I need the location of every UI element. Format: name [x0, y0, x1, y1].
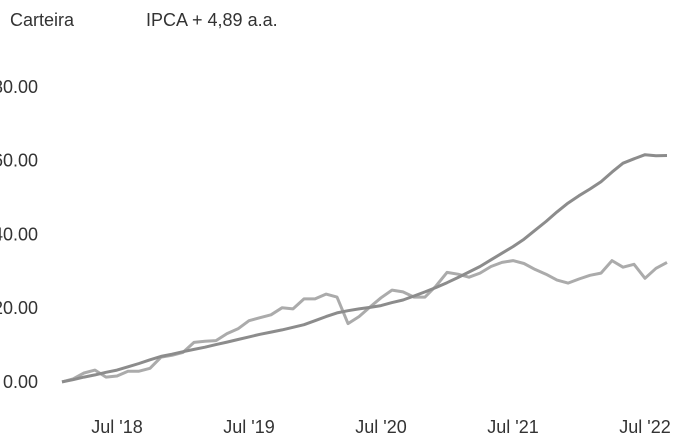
legend-entry: IPCA + 4,89 a.a. — [146, 10, 278, 30]
x-tick-label: Jul '22 — [619, 417, 670, 437]
y-tick-label: 60.00 — [0, 151, 38, 171]
x-tick-label: Jul '21 — [487, 417, 538, 437]
y-tick-label: 80.00 — [0, 77, 38, 97]
x-tick-label: Jul '20 — [355, 417, 406, 437]
legend-entry: Carteira — [10, 10, 75, 30]
series-line — [61, 153, 668, 384]
y-tick-label: 0.00 — [3, 372, 38, 392]
y-tick-label: 40.00 — [0, 224, 38, 244]
series-line — [61, 259, 668, 384]
x-tick-label: Jul '19 — [223, 417, 274, 437]
x-tick-label: Jul '18 — [91, 417, 142, 437]
y-tick-label: 20.00 — [0, 298, 38, 318]
